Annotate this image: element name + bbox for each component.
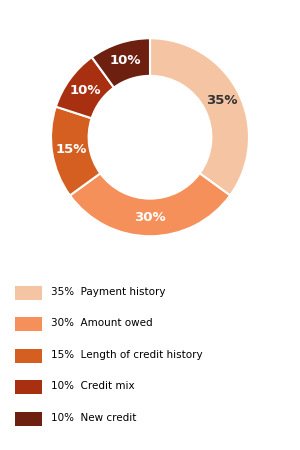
Text: 35%: 35% (206, 94, 237, 108)
Text: 10%: 10% (69, 84, 101, 97)
Wedge shape (92, 38, 150, 88)
FancyBboxPatch shape (15, 286, 42, 300)
Text: 15%  Length of credit history: 15% Length of credit history (51, 350, 202, 360)
FancyBboxPatch shape (15, 412, 42, 426)
Wedge shape (51, 107, 100, 195)
Text: 30%: 30% (134, 211, 166, 224)
Text: 15%: 15% (55, 143, 86, 156)
Text: 10%  New credit: 10% New credit (51, 413, 137, 423)
FancyBboxPatch shape (15, 317, 42, 331)
Text: 30%  Amount owed: 30% Amount owed (51, 318, 153, 328)
Wedge shape (70, 173, 230, 236)
Text: 10%  Credit mix: 10% Credit mix (51, 381, 135, 391)
Wedge shape (56, 57, 114, 118)
Wedge shape (150, 38, 249, 195)
Text: 10%: 10% (110, 54, 141, 68)
FancyBboxPatch shape (15, 349, 42, 363)
FancyBboxPatch shape (15, 380, 42, 394)
Text: 35%  Payment history: 35% Payment history (51, 287, 166, 297)
